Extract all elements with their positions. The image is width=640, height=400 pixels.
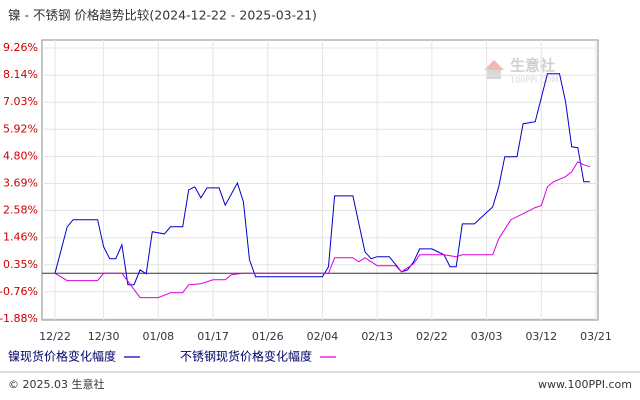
y-tick-label: 7.03% bbox=[3, 95, 38, 108]
watermark-logo bbox=[487, 70, 501, 79]
watermark-site: 100PPI.COM bbox=[510, 76, 559, 85]
y-tick-label: 8.14% bbox=[3, 68, 38, 81]
x-tick-label: 02/04 bbox=[307, 330, 339, 343]
x-tick-label: 02/13 bbox=[361, 330, 393, 343]
y-tick-label: 9.26% bbox=[3, 41, 38, 54]
x-tick-label: 01/17 bbox=[197, 330, 229, 343]
legend-label: 不锈钢现货价格变化幅度 bbox=[180, 349, 312, 364]
x-tick-label: 03/03 bbox=[471, 330, 503, 343]
x-tick-label: 01/08 bbox=[142, 330, 174, 343]
footer-site: www.100PPI.com bbox=[538, 378, 632, 391]
x-tick-label: 01/26 bbox=[252, 330, 284, 343]
y-tick-label: 5.92% bbox=[3, 122, 38, 135]
watermark-name: 生意社 bbox=[510, 57, 555, 75]
watermark-logo bbox=[484, 60, 504, 70]
x-tick-label: 12/30 bbox=[88, 330, 120, 343]
chart-title: 镍 - 不锈钢 价格趋势比较(2024-12-22 - 2025-03-21) bbox=[8, 8, 317, 23]
footer-copyright: © 2025.03 生意社 bbox=[8, 377, 104, 391]
y-tick-label: 1.46% bbox=[3, 231, 38, 244]
x-tick-label: 02/22 bbox=[416, 330, 448, 343]
y-tick-label: 3.69% bbox=[3, 177, 38, 190]
y-tick-label: -1.88% bbox=[0, 312, 38, 325]
y-tick-label: 4.80% bbox=[3, 149, 38, 162]
y-tick-label: -0.76% bbox=[0, 285, 38, 298]
y-tick-label: 0.35% bbox=[3, 258, 38, 271]
x-tick-label: 12/22 bbox=[39, 330, 71, 343]
watermark: 生意社 100PPI.COM bbox=[484, 57, 559, 85]
legend-label: 镍现货价格变化幅度 bbox=[8, 349, 116, 364]
x-tick-label: 03/21 bbox=[580, 330, 612, 343]
y-tick-label: 2.58% bbox=[3, 204, 38, 217]
series-line bbox=[54, 73, 590, 286]
series-line bbox=[54, 161, 591, 299]
x-tick-label: 03/12 bbox=[525, 330, 557, 343]
